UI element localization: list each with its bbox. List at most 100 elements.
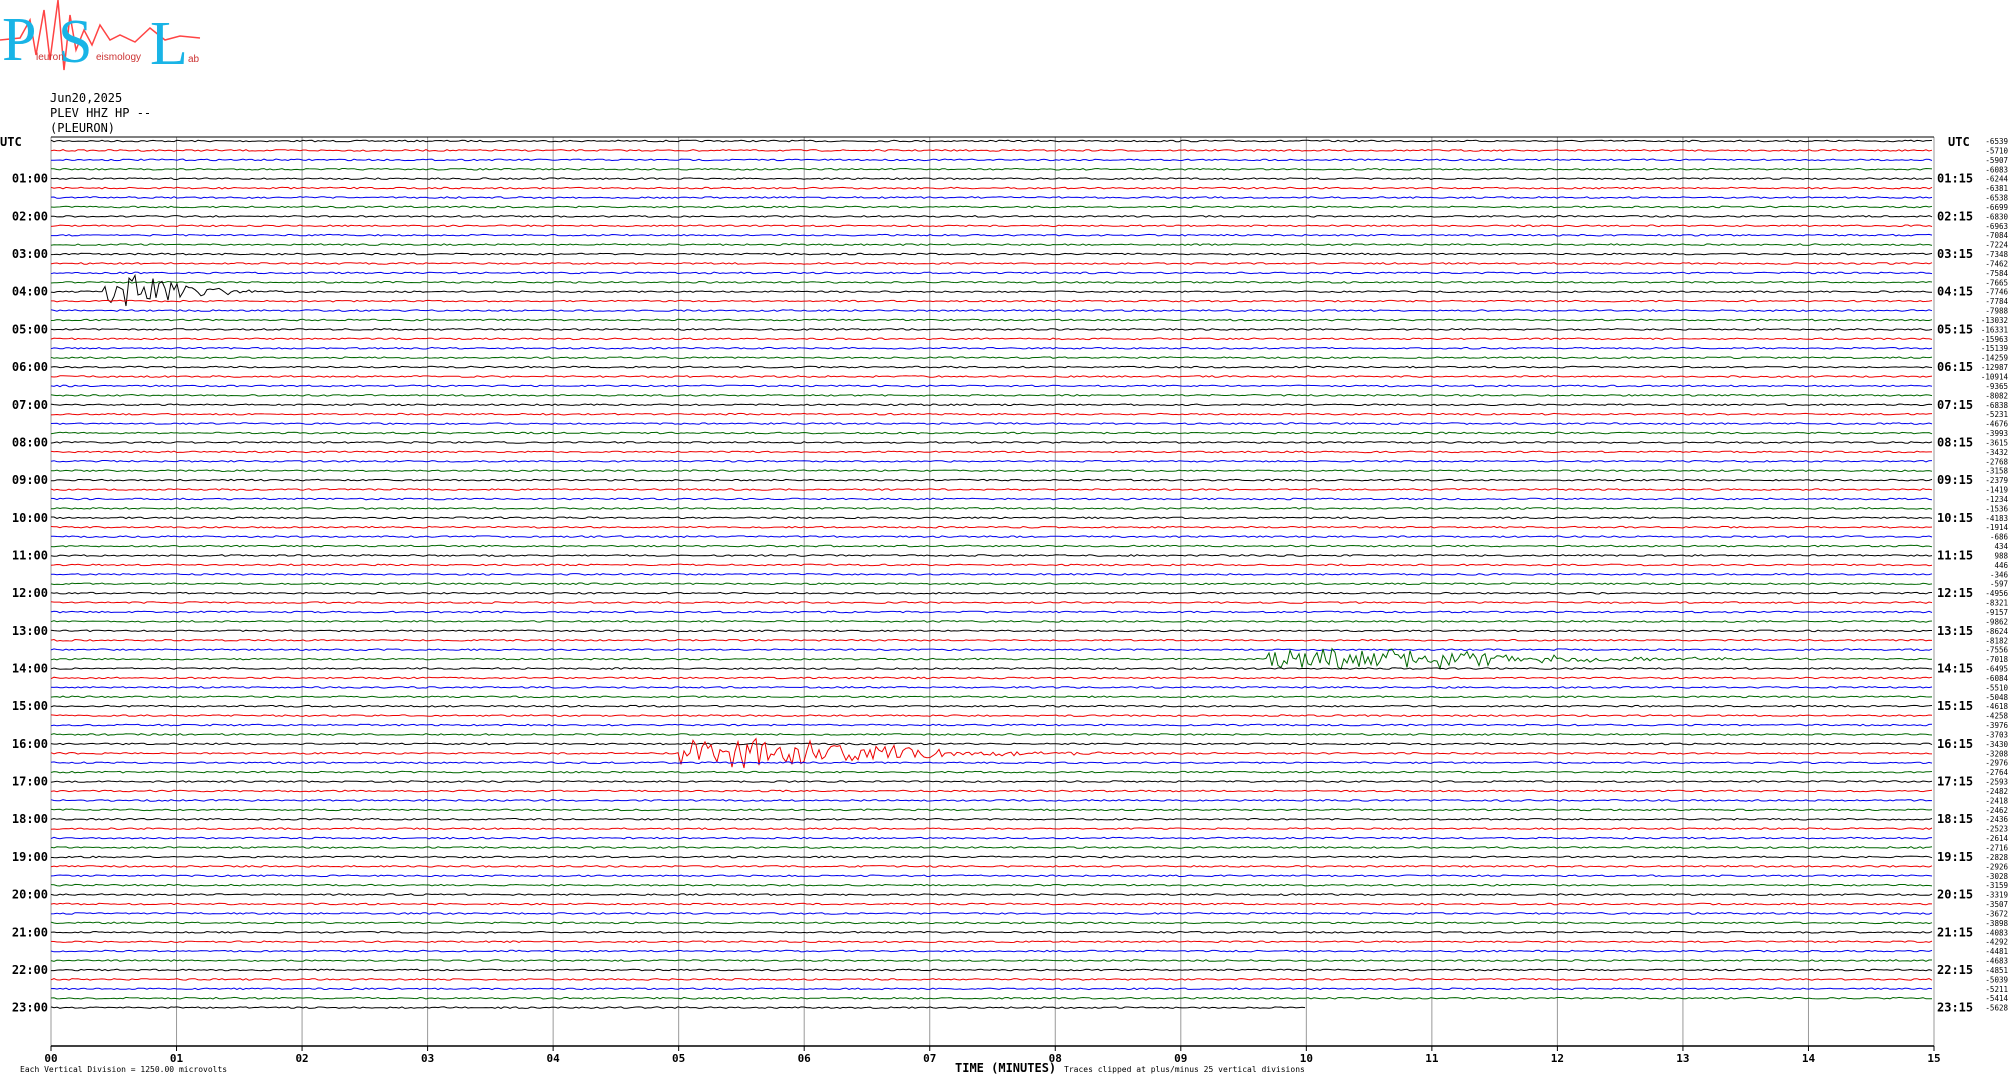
seismic-trace [50, 855, 1933, 859]
right-hour-label: 15:15 [1937, 699, 1973, 713]
trace-label: -2482 [1985, 787, 2008, 796]
seismic-trace [50, 1006, 1306, 1009]
seismic-trace [50, 186, 1933, 190]
left-hour-label: 19:00 [12, 850, 48, 864]
seismic-trace [50, 582, 1933, 586]
trace-label: -5414 [1985, 994, 2008, 1003]
left-hour-label: 16:00 [12, 737, 48, 751]
right-hour-label: 21:15 [1937, 925, 1973, 939]
seismic-trace [50, 535, 1933, 538]
seismic-trace [50, 930, 1933, 934]
trace-label: -7746 [1985, 288, 2008, 297]
x-tick-label: 02 [295, 1052, 308, 1065]
logo-initial: P [2, 6, 36, 74]
right-hour-label: 17:15 [1937, 775, 1973, 789]
seismic-trace [50, 949, 1933, 953]
right-hour-label: 04:15 [1937, 285, 1973, 299]
trace-label: -6699 [1985, 203, 2008, 212]
seismic-trace [50, 262, 1933, 265]
trace-label: -686 [1990, 533, 2009, 542]
trace-label: -8624 [1985, 627, 2008, 636]
x-axis-title: TIME (MINUTES) [955, 1061, 1056, 1075]
footer-scale: Each Vertical Division = 1250.00 microvo… [20, 1065, 227, 1074]
right-hour-label: 05:15 [1937, 322, 1973, 336]
trace-label: -2976 [1985, 759, 2008, 768]
right-hour-label: 02:15 [1937, 209, 1973, 223]
seismic-trace [50, 497, 1933, 501]
trace-label: -6838 [1985, 401, 2008, 410]
seismic-trace [50, 544, 1933, 548]
trace-label: -3993 [1985, 429, 2008, 438]
seismic-trace [50, 647, 1933, 671]
seismic-trace [50, 978, 1933, 981]
trace-label: -7665 [1985, 278, 2008, 287]
seismic-trace [50, 459, 1933, 463]
trace-label: -2828 [1985, 853, 2008, 862]
trace-label: -7556 [1985, 646, 2008, 655]
left-hour-label: 15:00 [12, 699, 48, 713]
seismic-trace [50, 318, 1933, 322]
seismic-trace [50, 610, 1933, 614]
seismic-trace [50, 337, 1933, 341]
trace-label: -4481 [1985, 947, 2008, 956]
trace-label: -1536 [1985, 504, 2008, 513]
left-hour-label: 23:00 [12, 1001, 48, 1015]
trace-label: -3976 [1985, 721, 2008, 730]
seismic-trace [50, 412, 1933, 416]
header-channel: PLEV HHZ HP -- [50, 106, 151, 120]
logo: P S L leuron eismology ab [0, 0, 201, 78]
trace-label: -4183 [1985, 514, 2008, 523]
seismic-trace [50, 384, 1933, 388]
right-hour-label: 18:15 [1937, 812, 1973, 826]
seismic-trace [50, 243, 1933, 246]
right-hour-label: 12:15 [1937, 586, 1973, 600]
x-tick-label: 14 [1802, 1052, 1816, 1065]
left-hour-label: 17:00 [12, 775, 48, 789]
trace-label: -3158 [1985, 467, 2008, 476]
trace-label: -3028 [1985, 872, 2008, 881]
trace-label: -12987 [1981, 363, 2008, 372]
trace-label: -6963 [1985, 222, 2008, 231]
seismic-trace [50, 525, 1933, 529]
left-hour-label: 07:00 [12, 398, 48, 412]
seismic-trace [50, 648, 1933, 652]
footer-clip: Traces clipped at plus/minus 25 vertical… [1064, 1065, 1305, 1074]
seismic-trace [50, 695, 1933, 699]
seismic-trace [50, 940, 1933, 944]
seismic-trace [50, 273, 1933, 307]
right-hour-label: 19:15 [1937, 850, 1973, 864]
left-hour-label: 03:00 [12, 247, 48, 261]
x-tick-label: 11 [1425, 1052, 1439, 1065]
seismic-trace [50, 996, 1933, 1000]
left-hour-label: 02:00 [12, 209, 48, 223]
seismic-trace [51, 572, 1933, 576]
trace-label: -9365 [1985, 382, 2008, 391]
seismic-trace [50, 601, 1933, 604]
trace-label: -5710 [1985, 146, 2008, 155]
seismic-trace [50, 808, 1933, 812]
left-hour-label: 21:00 [12, 925, 48, 939]
left-hour-label: 14:00 [12, 662, 48, 676]
x-tick-label: 01 [170, 1052, 184, 1065]
left-hour-label: 11:00 [12, 548, 48, 562]
trace-label: -3898 [1985, 919, 2008, 928]
trace-label: -4618 [1985, 702, 2008, 711]
trace-label: -4676 [1985, 420, 2008, 429]
x-tick-label: 00 [44, 1052, 57, 1065]
seismic-trace [50, 883, 1933, 887]
seismic-trace [50, 723, 1933, 727]
trace-label: -4258 [1985, 712, 2008, 721]
header-station: (PLEURON) [50, 121, 115, 135]
logo-word: ab [188, 54, 200, 65]
right-hour-label: 13:15 [1937, 624, 1973, 638]
seismic-trace [50, 280, 1933, 284]
logo-initial: S [58, 8, 92, 76]
seismic-trace [50, 422, 1933, 425]
trace-label: -7018 [1985, 655, 2008, 664]
left-hour-label: 10:00 [12, 511, 48, 525]
seismic-trace [50, 167, 1933, 171]
trace-label: -2716 [1985, 844, 2008, 853]
